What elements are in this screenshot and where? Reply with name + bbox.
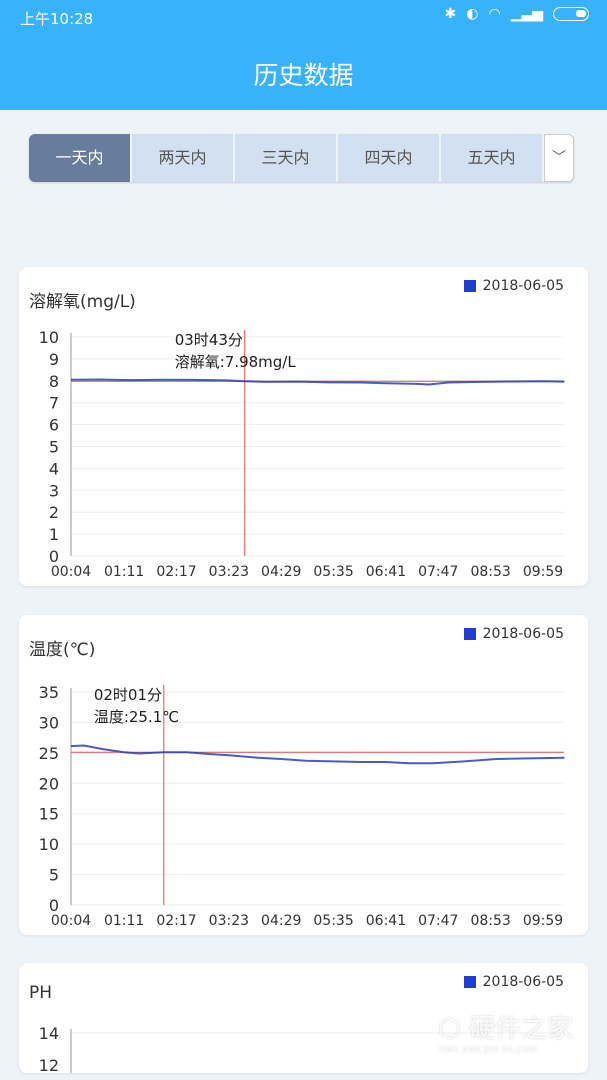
y-tick-label: 7 — [49, 394, 59, 413]
signal-icon: ▁▃▅ — [510, 6, 543, 22]
x-tick-label: 07:47 — [418, 564, 458, 580]
x-tick-label: 02:17 — [156, 564, 196, 580]
y-tick-label: 9 — [49, 350, 59, 369]
x-tick-label: 09:59 — [523, 913, 563, 929]
legend-label: 2018-06-05 — [482, 626, 564, 642]
x-tick-label: 04:29 — [261, 913, 301, 929]
legend-label: 2018-06-05 — [482, 278, 564, 294]
chart-legend: 2018-06-05 — [463, 278, 564, 294]
battery-icon — [553, 7, 589, 21]
y-tick-label: 4 — [49, 459, 59, 478]
legend-swatch — [463, 628, 476, 640]
y-tick-label: 1 — [49, 525, 59, 544]
y-tick-label: 10 — [39, 328, 59, 347]
chart-svg: 14 12 — [39, 1024, 564, 1073]
tooltip-value: 温度:25.1℃ — [94, 708, 179, 726]
x-tick-label: 09:59 — [523, 564, 563, 580]
tab-two-days[interactable]: 两天内 — [132, 134, 235, 182]
page-title: 历史数据 — [253, 61, 354, 90]
tooltip-time: 02时01分 — [94, 686, 162, 704]
y-tick-label: 25 — [39, 744, 59, 763]
chart-title: PH — [29, 983, 53, 1003]
y-tick-label: 15 — [39, 805, 59, 824]
y-tick-label: 30 — [39, 713, 59, 732]
legend-label: 2018-06-05 — [482, 974, 564, 990]
bluetooth-icon: ✱ — [444, 6, 457, 22]
toggle-icon: ◐ — [466, 6, 479, 22]
tooltip-value: 溶解氧:7.98mg/L — [175, 353, 297, 371]
y-tick-label: 35 — [39, 683, 59, 702]
x-tick-label: 08:53 — [470, 564, 510, 580]
wifi-icon: ◠ — [488, 6, 501, 22]
x-tick-label: 03:23 — [209, 913, 249, 929]
chart-legend: 2018-06-05 — [463, 974, 564, 990]
watermark-logo: ⬡ 硬件之家 YING JIAN ZHI JIA.COM — [438, 1014, 573, 1054]
status-icons: ✱ ◐ ◠ ▁▃▅ — [445, 6, 589, 22]
x-tick-label: 06:41 — [366, 564, 406, 580]
y-tick-label: 6 — [49, 416, 59, 435]
chart-card-temperature: 0 5 10 15 20 25 30 35 00:04 01:11 02:17 03:23 04:29 0… — [19, 615, 588, 935]
range-tabs: 一天内 两天内 三天内 四天内 五天内 ﹀ — [29, 134, 574, 182]
status-time: 上午10:28 — [20, 10, 94, 28]
y-tick-label: 20 — [39, 774, 59, 793]
y-tick-label: 3 — [49, 481, 59, 500]
series-line — [70, 744, 565, 765]
tab-one-day[interactable]: 一天内 — [29, 134, 132, 182]
tab-three-days[interactable]: 三天内 — [235, 134, 338, 182]
y-tick-label: 8 — [49, 372, 59, 391]
chart-card-ph: 14 12 PH 2018-06-05 — [19, 963, 588, 1073]
chevron-down-icon[interactable]: ﹀ — [544, 134, 574, 182]
y-tick-label: 10 — [39, 835, 59, 854]
x-tick-label: 08:53 — [470, 913, 510, 929]
header-bar: 上午10:28 ✱ ◐ ◠ ▁▃▅ 历史数据 — [0, 0, 607, 110]
tooltip-time: 03时43分 — [175, 331, 243, 349]
x-tick-label: 00:04 — [51, 564, 91, 580]
x-tick-label: 00:04 — [51, 913, 91, 929]
x-tick-label: 03:23 — [209, 564, 249, 580]
x-tick-label: 01:11 — [104, 564, 144, 580]
y-tick-label: 5 — [49, 438, 59, 457]
chart-title: 温度(℃) — [29, 640, 96, 660]
legend-swatch — [463, 976, 476, 988]
x-tick-label: 02:17 — [156, 913, 196, 929]
tab-four-days[interactable]: 四天内 — [338, 134, 441, 182]
y-tick-label: 12 — [39, 1056, 59, 1073]
chart-title: 溶解氧(mg/L) — [29, 292, 136, 312]
y-tick-label: 0 — [49, 896, 59, 915]
chart-svg: 0 1 2 3 4 5 6 7 8 9 10 00:04 01:11 02:17 03:23 04:29 05:… — [39, 328, 565, 580]
y-tick-label: 0 — [49, 547, 59, 566]
y-tick-label: 14 — [39, 1024, 59, 1043]
chart-card-dissolved-oxygen: 0 1 2 3 4 5 6 7 8 9 10 00:04 01:11 02:17 03:23 04:29 05:… — [19, 267, 588, 586]
y-tick-label: 5 — [49, 866, 59, 885]
x-tick-label: 05:35 — [313, 913, 353, 929]
x-tick-label: 05:35 — [313, 564, 353, 580]
x-tick-label: 07:47 — [418, 913, 458, 929]
chart-legend: 2018-06-05 — [463, 626, 564, 642]
x-tick-label: 01:11 — [104, 913, 144, 929]
x-tick-label: 06:41 — [366, 913, 406, 929]
y-tick-label: 2 — [49, 503, 59, 522]
x-tick-label: 04:29 — [261, 564, 301, 580]
series-line — [70, 378, 565, 386]
tab-five-days[interactable]: 五天内 — [441, 134, 544, 182]
legend-swatch — [463, 280, 476, 292]
chart-svg: 0 5 10 15 20 25 30 35 00:04 01:11 02:17 03:23 04:29 0… — [39, 683, 565, 929]
